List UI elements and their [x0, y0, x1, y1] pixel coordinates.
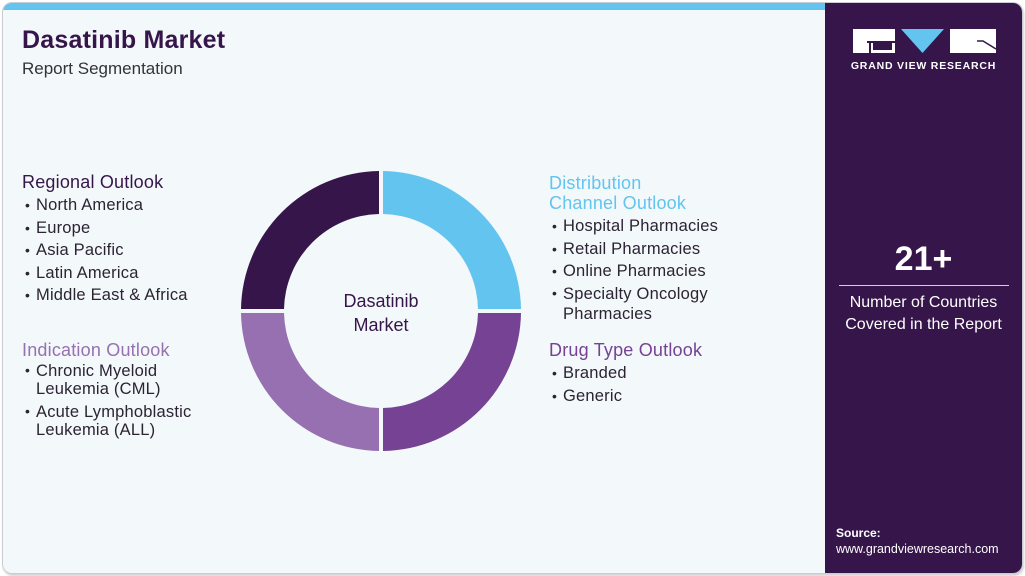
- segmentation-donut-chart: [241, 171, 521, 451]
- donut-center-label: Dasatinib Market: [343, 291, 419, 335]
- list-item: • Hospital Pharmacies: [549, 215, 718, 238]
- regional-outlook-section: Regional Outlook • North America • Europe …: [22, 172, 188, 307]
- page-title: Dasatinib Market: [22, 26, 226, 54]
- drug-type-outlook-list: • Branded • Generic: [549, 362, 702, 407]
- list-item: • Online Pharmacies: [549, 260, 718, 283]
- list-item: • Acute Lymphoblastic Leukemia (ALL): [25, 403, 192, 439]
- list-item: • Middle East & Africa: [22, 284, 188, 307]
- drug-type-outlook-heading: Drug Type Outlook: [549, 340, 703, 360]
- list-item: • Retail Pharmacies: [549, 238, 718, 261]
- distribution-channel-outlook-section: Distribution Channel Outlook • Hospital Ph…: [549, 173, 718, 329]
- source-label: Source:: [836, 526, 881, 540]
- bullet-icon: •: [552, 365, 558, 381]
- bullet-icon: •: [25, 287, 31, 303]
- donut-segment-drug-type: [383, 313, 521, 451]
- countries-stat-label: Number of Countries Covered in the Repor…: [845, 294, 1002, 333]
- list-item: • Europe: [22, 217, 188, 240]
- grand-view-research-logo-icon: [853, 29, 996, 53]
- bullet-icon: •: [25, 403, 31, 419]
- list-item: • Chronic Myeloid Leukemia (CML): [25, 362, 161, 398]
- list-item: • Asia Pacific: [22, 239, 188, 262]
- list-item: • Generic: [549, 385, 702, 408]
- distribution-channel-outlook-list: • Hospital Pharmacies • Retail Pharmacies …: [549, 215, 718, 324]
- bullet-icon: •: [25, 197, 31, 213]
- top-accent-bar: [3, 3, 825, 10]
- list-item: • Specialty Oncology Pharmacies: [552, 284, 708, 323]
- countries-stat-value: 21+: [894, 240, 953, 278]
- logo-wordmark: GRAND VIEW RESEARCH: [850, 60, 997, 72]
- list-item: • Latin America: [22, 262, 188, 285]
- bullet-icon: •: [25, 264, 31, 281]
- distribution-channel-outlook-heading: Distribution Channel Outlook: [549, 173, 687, 213]
- regional-outlook-heading: Regional Outlook: [22, 172, 164, 192]
- donut-segment-regional: [241, 171, 379, 309]
- bullet-icon: •: [25, 362, 31, 378]
- right-info-panel: [825, 3, 1022, 573]
- page-subtitle: Report Segmentation: [22, 59, 183, 78]
- bullet-icon: •: [552, 218, 558, 234]
- bullet-icon: •: [552, 284, 558, 301]
- list-item: • Branded: [549, 362, 702, 385]
- list-item: • North America: [22, 194, 188, 217]
- donut-segment-indication: [241, 313, 379, 451]
- bullet-icon: •: [552, 240, 558, 257]
- indication-outlook-list: • Chronic Myeloid Leukemia (CML) • Acute Ly…: [22, 362, 191, 439]
- regional-outlook-list: • North America • Europe • Asia Pacific • La…: [22, 194, 188, 307]
- stat-divider: [839, 285, 1009, 286]
- bullet-icon: •: [552, 387, 558, 404]
- donut-segment-distribution: [383, 171, 521, 309]
- indication-outlook-heading: Indication Outlook: [22, 340, 170, 360]
- drug-type-outlook-section: Drug Type Outlook • Branded • Generic: [549, 340, 702, 407]
- bullet-icon: •: [552, 263, 558, 279]
- source-url: www.grandviewresearch.com: [836, 542, 999, 556]
- indication-outlook-section: Indication Outlook • Chronic Myeloid Leuke…: [22, 340, 191, 444]
- bullet-icon: •: [25, 219, 31, 236]
- bullet-icon: •: [25, 242, 31, 258]
